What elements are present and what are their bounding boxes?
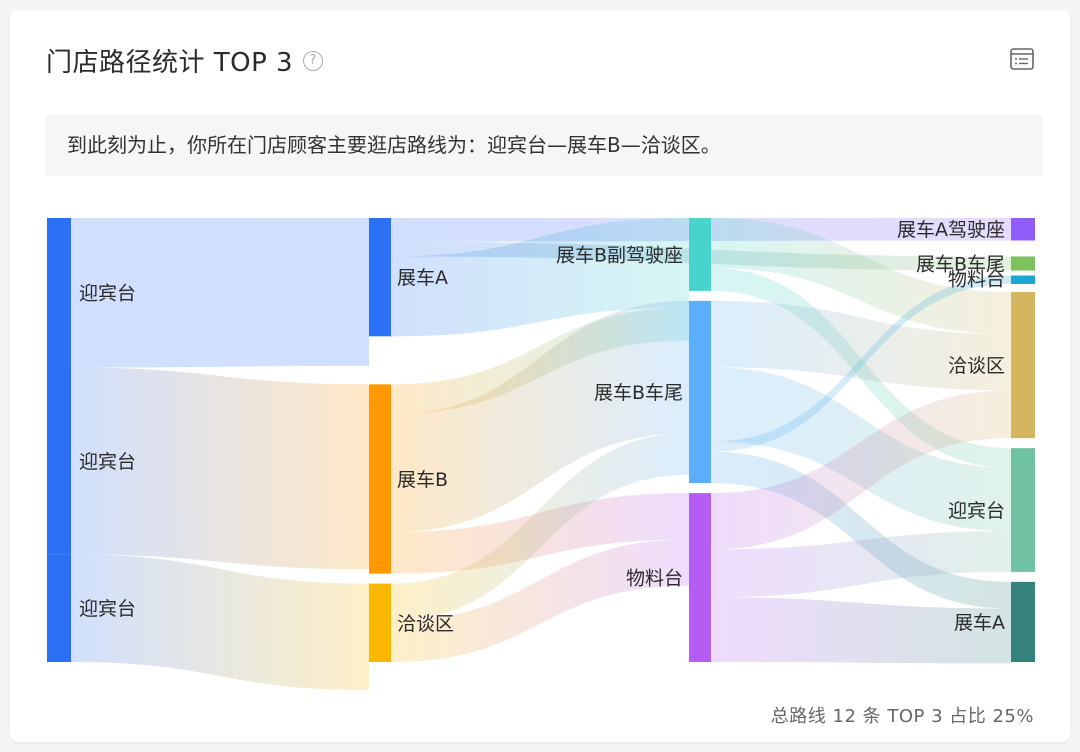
sankey-node-label-l1c: 洽谈区 xyxy=(397,613,454,635)
link-l2c-l3e[interactable] xyxy=(711,531,1011,598)
link-l1b-l2b[interactable] xyxy=(391,300,689,533)
sankey-node-label-l3e: 迎宾台 xyxy=(948,500,1005,522)
footer-stats: 总路线 12 条 TOP 3 占比 25% xyxy=(770,706,1034,727)
sankey-node-l2b[interactable] xyxy=(689,300,711,484)
sankey-node-label-l1a: 展车A xyxy=(397,267,448,289)
link-l0a-l1a[interactable] xyxy=(71,218,369,368)
sankey-node-l3a[interactable] xyxy=(1011,218,1035,241)
sankey-node-label-l0c: 迎宾台 xyxy=(79,598,136,620)
sankey-node-l3c[interactable] xyxy=(1011,275,1035,284)
link-l2b-l3c[interactable] xyxy=(711,275,1011,452)
link-l1c-l2b[interactable] xyxy=(391,433,689,621)
sankey-node-l1a[interactable] xyxy=(369,218,391,337)
link-l1c-l2c[interactable] xyxy=(391,539,689,662)
sankey-node-l2c[interactable] xyxy=(689,493,711,662)
link-l2a-l3d[interactable] xyxy=(711,218,1011,335)
sankey-node-l3e[interactable] xyxy=(1011,448,1035,572)
sankey-node-l0c[interactable] xyxy=(47,554,71,662)
sankey-node-label-l3b: 展车B车尾 xyxy=(916,254,1005,276)
sankey-node-l2a[interactable] xyxy=(689,218,711,291)
question-circle-icon[interactable]: ? xyxy=(303,50,324,71)
sankey-node-label-l0b: 迎宾台 xyxy=(79,451,136,473)
sankey-node-label-l3f: 展车A xyxy=(954,612,1005,634)
link-l2c-l3f[interactable] xyxy=(711,597,1011,664)
links-layer xyxy=(71,218,1011,691)
labels-layer: 迎宾台迎宾台迎宾台展车A展车B洽谈区展车B副驾驶座展车B车尾物料台展车A驾驶座展… xyxy=(79,219,1005,635)
sankey-node-l1b[interactable] xyxy=(369,384,391,574)
link-l2b-l3d[interactable] xyxy=(711,300,1011,391)
link-l2c-l3d[interactable] xyxy=(711,390,1011,550)
sankey-node-label-l1b: 展车B xyxy=(397,469,448,491)
sankey-node-l0a[interactable] xyxy=(47,218,71,368)
sankey-node-label-l0a: 迎宾台 xyxy=(79,283,136,305)
summary-banner: 到此刻为止，你所在门店顾客主要逛店路线为：迎宾台—展车B—洽谈区。 xyxy=(45,114,1043,176)
link-l0c-l1c[interactable] xyxy=(71,554,369,691)
sankey-node-l1c[interactable] xyxy=(369,583,391,662)
sankey-node-label-l3a: 展车A驾驶座 xyxy=(897,219,1005,241)
card-title: 门店路径统计 TOP 3 ? xyxy=(46,42,324,79)
sankey-node-label-l2a: 展车B副驾驶座 xyxy=(556,244,683,266)
sankey-node-label-l3c: 物料台 xyxy=(948,269,1005,291)
sankey-node-l0b[interactable] xyxy=(47,367,71,555)
link-l1a-l2a[interactable] xyxy=(391,218,689,337)
sankey-node-label-l2b: 展车B车尾 xyxy=(594,382,683,404)
sankey-node-label-l3d: 洽谈区 xyxy=(948,355,1005,377)
sankey-node-l3b[interactable] xyxy=(1011,256,1035,271)
nodes-layer xyxy=(47,218,1035,662)
list-view-icon[interactable] xyxy=(1010,48,1034,70)
link-l0b-l1b[interactable] xyxy=(71,367,369,570)
sankey-node-label-l2c: 物料台 xyxy=(626,568,683,590)
sankey-node-l3d[interactable] xyxy=(1011,291,1035,439)
sankey-node-l3f[interactable] xyxy=(1011,581,1035,662)
card-title-text: 门店路径统计 TOP 3 xyxy=(46,48,294,78)
